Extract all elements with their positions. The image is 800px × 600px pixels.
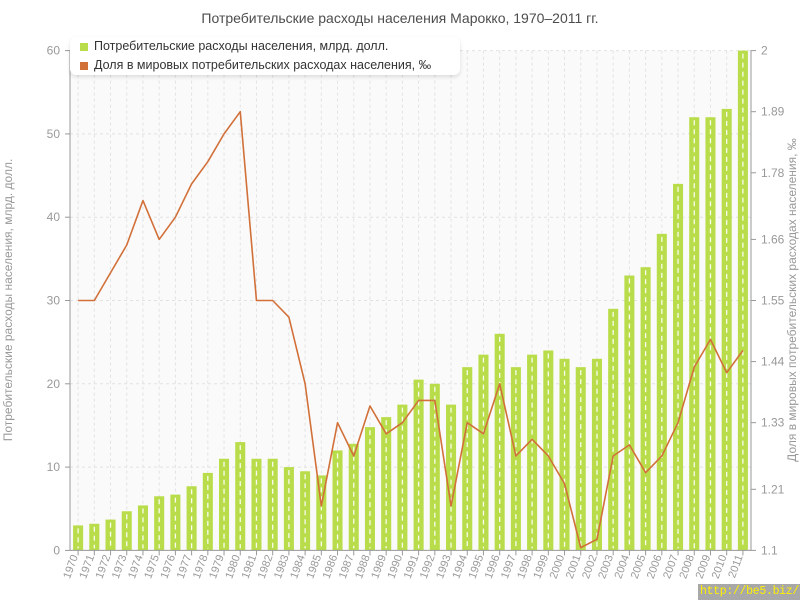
svg-text:10: 10 bbox=[47, 460, 61, 474]
svg-text:1.33: 1.33 bbox=[761, 416, 785, 430]
svg-text:20: 20 bbox=[47, 377, 61, 391]
svg-text:1.78: 1.78 bbox=[761, 166, 785, 180]
svg-text:30: 30 bbox=[47, 294, 61, 308]
svg-text:1.89: 1.89 bbox=[761, 105, 785, 119]
svg-text:2011: 2011 bbox=[726, 553, 745, 579]
svg-text:0: 0 bbox=[53, 543, 60, 557]
svg-text:2: 2 bbox=[761, 44, 768, 58]
svg-text:1.66: 1.66 bbox=[761, 232, 785, 246]
svg-text:1.1: 1.1 bbox=[761, 543, 778, 557]
svg-text:1.21: 1.21 bbox=[761, 482, 785, 496]
svg-text:50: 50 bbox=[47, 127, 61, 141]
svg-text:60: 60 bbox=[47, 44, 61, 58]
svg-text:40: 40 bbox=[47, 210, 61, 224]
svg-text:1.44: 1.44 bbox=[761, 355, 785, 369]
svg-text:1.55: 1.55 bbox=[761, 294, 785, 308]
